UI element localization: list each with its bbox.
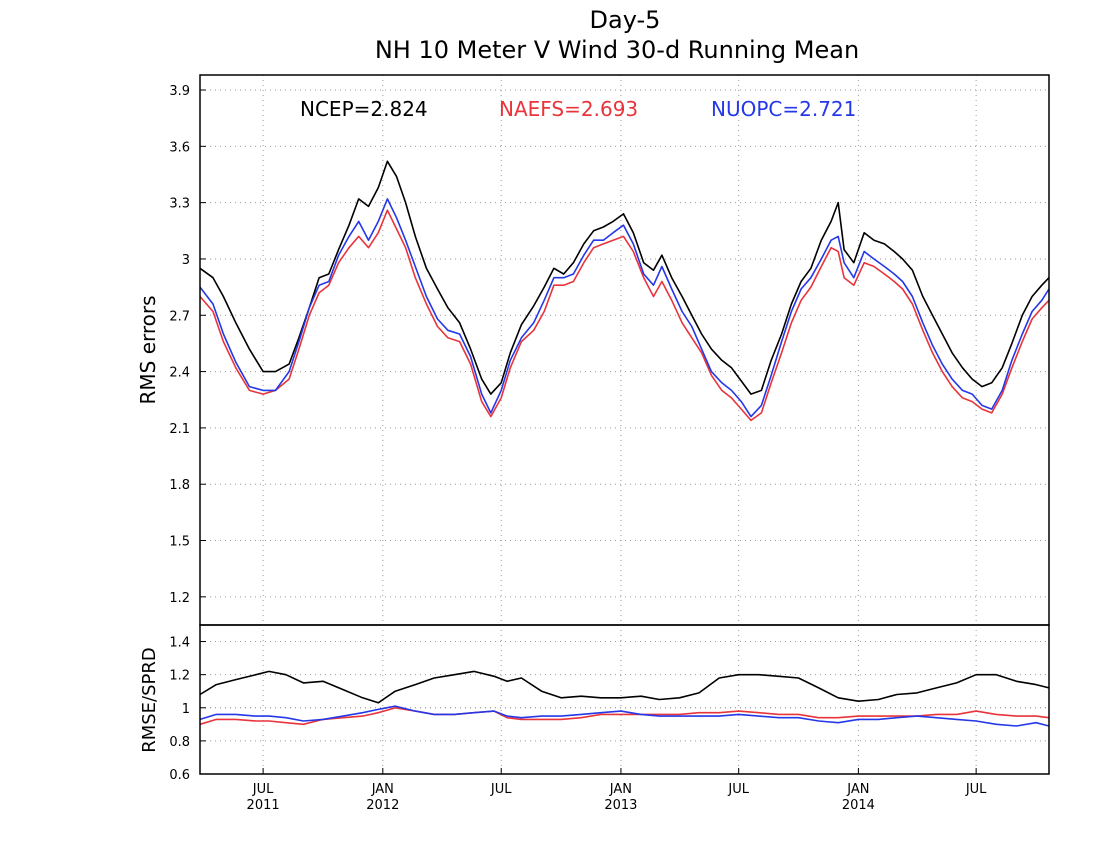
bottom-y-tick-label-1-4: 1.4	[169, 636, 190, 651]
bottom-series-line-nuopc	[199, 705, 1050, 727]
top-y-tick-label-3-9: 3.9	[169, 84, 190, 99]
x-tick-year-2011: 2011	[247, 798, 280, 813]
bottom-panel-y-axis-label: RMSE/SPRD	[139, 647, 160, 753]
x-tick-label-jul-2011-07-01: JUL	[252, 782, 274, 797]
x-tick-label-jan-2013-01-01: JAN	[609, 782, 632, 797]
x-tick-year-2012: 2012	[366, 798, 399, 813]
bottom-series-line-ncep	[199, 670, 1050, 704]
bottom-panel-frame	[199, 624, 1050, 775]
x-tick-label-jul-2013-07-01: JUL	[727, 782, 749, 797]
legend: NCEP=2.824 NAEFS=2.693 NUOPC=2.721	[300, 97, 856, 121]
x-tick-year-2013: 2013	[604, 798, 637, 813]
top-panel-gridlines	[200, 75, 1049, 625]
top-series-line-nuopc	[199, 198, 1050, 418]
x-tick-label-jul-2014-07-01: JUL	[965, 782, 987, 797]
top-panel-series	[199, 160, 1050, 422]
top-y-tick-label-3-6: 3.6	[169, 140, 190, 155]
legend-entry-naefs: NAEFS=2.693	[499, 97, 638, 121]
top-y-tick-label-1-2: 1.2	[169, 591, 190, 606]
bottom-y-tick-label-0-8: 0.8	[169, 735, 190, 750]
top-panel-y-ticks: 1.2 1.5 1.8 2.1 2.4 2.7 3 3.3 3.6 3.9	[169, 84, 206, 606]
top-y-tick-label-1-8: 1.8	[169, 478, 190, 493]
x-tick-label-jan-2014-01-01: JAN	[846, 782, 869, 797]
x-tick-year-2014: 2014	[842, 798, 875, 813]
top-y-tick-label-2-4: 2.4	[169, 366, 190, 381]
legend-entry-nuopc: NUOPC=2.721	[711, 97, 856, 121]
top-y-tick-label-3: 3	[182, 253, 190, 268]
x-tick-label-jan-2012-01-01: JAN	[371, 782, 394, 797]
bottom-panel-y-ticks: 0.6 0.8 1 1.2 1.4	[169, 636, 206, 783]
top-panel-y-axis-label: RMS errors	[136, 295, 160, 404]
top-y-tick-label-2-7: 2.7	[169, 309, 190, 324]
chart-subtitle: NH 10 Meter V Wind 30-d Running Mean	[375, 36, 859, 64]
top-y-tick-label-1-5: 1.5	[169, 535, 190, 550]
bottom-y-tick-label-0-6: 0.6	[169, 768, 190, 783]
top-y-tick-label-3-3: 3.3	[169, 197, 190, 212]
bottom-y-tick-label-1-2: 1.2	[169, 669, 190, 684]
top-series-line-naefs	[199, 209, 1050, 422]
top-y-tick-label-2-1: 2.1	[169, 422, 190, 437]
top-series-line-ncep	[199, 160, 1050, 395]
x-tick-label-jul-2012-07-01: JUL	[490, 782, 512, 797]
bottom-y-tick-label-1: 1	[182, 702, 190, 717]
bottom-panel-series	[199, 670, 1050, 727]
legend-entry-ncep: NCEP=2.824	[300, 97, 428, 121]
chart-title: Day-5	[590, 6, 661, 34]
